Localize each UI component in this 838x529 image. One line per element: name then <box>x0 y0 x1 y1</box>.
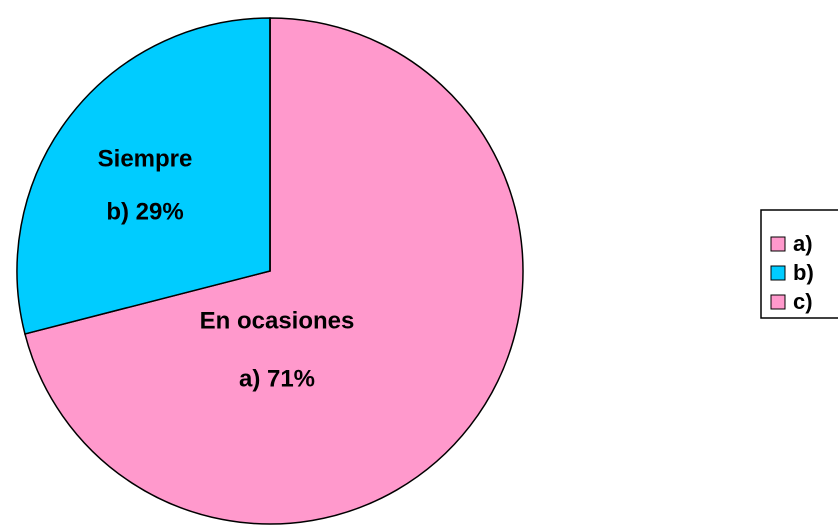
slice-value-label: b) 29% <box>106 198 183 225</box>
legend-swatch <box>770 294 786 310</box>
slice-name: Siempre <box>98 145 193 172</box>
legend-swatch <box>770 236 786 252</box>
slice-name: En ocasiones <box>200 307 355 334</box>
pie-slice <box>16 17 271 335</box>
pie-slice <box>24 17 524 525</box>
legend-swatch <box>770 265 786 281</box>
legend-label: a) <box>793 231 813 256</box>
slice-value-label: a) 71% <box>239 365 315 392</box>
legend-label: b) <box>793 260 814 285</box>
legend-label: c) <box>793 289 813 314</box>
